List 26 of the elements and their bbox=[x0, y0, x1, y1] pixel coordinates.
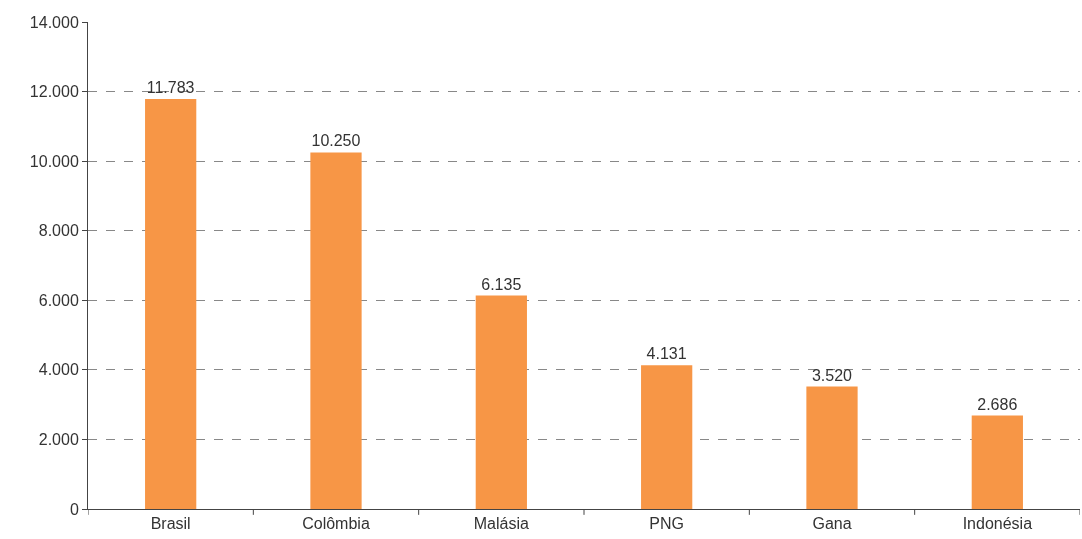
bar bbox=[641, 365, 693, 509]
y-tick-label: 14.000 bbox=[29, 13, 79, 31]
data-label: 11.783 bbox=[146, 79, 195, 97]
bar bbox=[806, 386, 858, 509]
bar bbox=[310, 152, 362, 509]
bar bbox=[145, 99, 197, 509]
y-tick-label: 10.000 bbox=[29, 152, 79, 170]
data-label: 2.686 bbox=[977, 395, 1018, 413]
data-label: 10.250 bbox=[311, 132, 361, 150]
x-tick-label: Malásia bbox=[473, 515, 529, 533]
x-tick-label: Brasil bbox=[150, 515, 191, 533]
x-tick-label: Colômbia bbox=[302, 515, 370, 533]
bar bbox=[971, 415, 1023, 509]
y-tick-label: 2.000 bbox=[38, 431, 79, 449]
y-tick-label: 12.000 bbox=[29, 83, 79, 101]
y-tick-label: 6.000 bbox=[38, 291, 79, 309]
x-tick-label: Gana bbox=[812, 515, 852, 533]
y-tick-label: 4.000 bbox=[38, 361, 79, 379]
data-label: 6.135 bbox=[481, 275, 522, 293]
bar bbox=[475, 295, 527, 509]
x-tick-label: PNG bbox=[649, 515, 685, 533]
data-label: 3.520 bbox=[811, 366, 853, 384]
data-label: 4.131 bbox=[646, 345, 687, 363]
x-tick-label: Indonésia bbox=[962, 515, 1033, 533]
y-tick-label: 8.000 bbox=[38, 222, 79, 240]
y-tick-label: 0 bbox=[69, 500, 79, 518]
